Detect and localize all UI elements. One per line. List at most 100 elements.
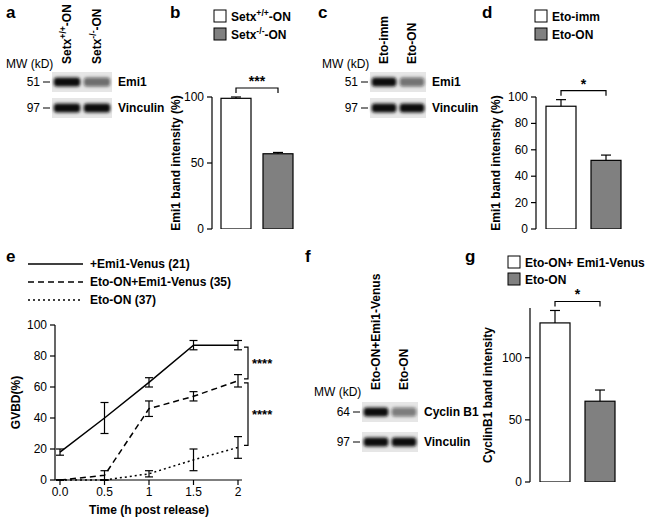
bar bbox=[585, 401, 615, 482]
mw-value: 51 bbox=[27, 75, 41, 89]
significance-bracket bbox=[244, 347, 248, 379]
blot-background bbox=[362, 402, 418, 422]
error-cap bbox=[190, 391, 198, 392]
lane-label: Eto-imm bbox=[377, 16, 391, 64]
y-tick bbox=[50, 355, 55, 356]
error-bar bbox=[145, 401, 153, 417]
y-tick bbox=[525, 481, 530, 482]
band bbox=[392, 408, 417, 417]
y-tick bbox=[531, 149, 536, 150]
significance-label: **** bbox=[252, 407, 273, 422]
error-cap bbox=[145, 470, 153, 471]
y-tick-label: 60 bbox=[34, 380, 48, 394]
series-line bbox=[60, 447, 238, 480]
blot-background bbox=[52, 72, 112, 92]
band bbox=[400, 104, 425, 113]
error-bar bbox=[273, 152, 283, 153]
legend-swatch bbox=[508, 256, 520, 268]
blot-background bbox=[362, 432, 418, 452]
text-sup: +/+ bbox=[256, 8, 268, 18]
mw-value: 97 bbox=[337, 435, 351, 449]
figure: aMW (kD)Setx+/+-ONSetx-/--ON51Emi197Vinc… bbox=[0, 0, 650, 522]
error-line bbox=[59, 449, 60, 455]
error-cap bbox=[101, 433, 109, 434]
error-line bbox=[237, 437, 238, 459]
error-cap bbox=[234, 436, 242, 437]
error-cap bbox=[56, 479, 64, 480]
error-line bbox=[560, 100, 561, 107]
lane-label: Eto-ON+Emi1-Venus bbox=[369, 273, 383, 390]
text-part: -ON bbox=[269, 10, 291, 24]
error-cap bbox=[190, 470, 198, 471]
error-line bbox=[148, 378, 149, 387]
lane-label: Setx+/+-ON bbox=[58, 4, 74, 64]
y-tick-label: 40 bbox=[515, 169, 529, 183]
bar bbox=[263, 154, 293, 229]
error-cap bbox=[101, 479, 109, 480]
significance-bracket bbox=[244, 383, 248, 446]
y-tick-label: 40 bbox=[34, 411, 48, 425]
y-tick-label: 0 bbox=[40, 473, 47, 487]
legend-swatch bbox=[535, 28, 547, 40]
y-tick-label: 50 bbox=[191, 156, 205, 170]
mw-label: MW (kD) bbox=[6, 57, 53, 71]
x-tick-label: 0.0 bbox=[52, 485, 69, 499]
legend-swatch bbox=[508, 273, 520, 285]
text-part: -ON bbox=[265, 28, 287, 42]
panel-letter: g bbox=[465, 247, 475, 266]
mw-tick bbox=[353, 442, 360, 443]
error-bar bbox=[101, 480, 109, 481]
error-cap bbox=[145, 476, 153, 477]
bar bbox=[591, 160, 621, 229]
y-tick-label: 0 bbox=[515, 475, 522, 489]
error-cap bbox=[101, 479, 109, 480]
error-line bbox=[104, 471, 105, 480]
error-bar bbox=[595, 390, 605, 401]
y-tick bbox=[531, 176, 536, 177]
y-tick-label: 100 bbox=[184, 90, 204, 104]
mw-tick bbox=[361, 108, 368, 109]
error-cap bbox=[56, 479, 64, 480]
y-axis bbox=[529, 308, 530, 482]
band bbox=[392, 438, 417, 447]
row-label: Cyclin B1 bbox=[424, 405, 479, 419]
error-cap bbox=[56, 455, 64, 456]
y-tick bbox=[207, 96, 212, 97]
band bbox=[364, 438, 389, 447]
error-cap bbox=[231, 96, 241, 97]
x-tick-label: 1 bbox=[146, 485, 153, 499]
y-tick-label: 80 bbox=[34, 349, 48, 363]
mw-value: 51 bbox=[345, 75, 359, 89]
mw-tick bbox=[43, 82, 50, 83]
legend-line bbox=[28, 263, 83, 265]
error-line bbox=[554, 310, 555, 322]
band bbox=[84, 104, 110, 113]
y-axis-label: GVBD(%) bbox=[9, 376, 23, 429]
error-cap bbox=[145, 400, 153, 401]
y-tick-label: 20 bbox=[34, 442, 48, 456]
error-cap bbox=[56, 479, 64, 480]
legend-label: Eto-imm bbox=[552, 10, 600, 24]
series-line bbox=[60, 381, 238, 480]
error-cap bbox=[101, 470, 109, 471]
y-tick-label: 50 bbox=[509, 413, 523, 427]
error-bar bbox=[234, 375, 242, 387]
significance-label: **** bbox=[252, 356, 273, 371]
error-cap bbox=[556, 99, 566, 100]
y-tick-label: 60 bbox=[515, 143, 529, 157]
blot-background bbox=[370, 98, 426, 118]
y-tick bbox=[207, 162, 212, 163]
band bbox=[372, 104, 397, 113]
mw-label: MW (kD) bbox=[322, 57, 369, 71]
error-cap bbox=[101, 479, 109, 480]
lane-label: Eto-ON bbox=[405, 23, 419, 64]
error-bar bbox=[556, 100, 566, 107]
error-line bbox=[148, 401, 149, 417]
legend-swatch bbox=[214, 10, 226, 22]
error-bar bbox=[56, 449, 64, 455]
bar bbox=[540, 323, 570, 482]
x-tick-label: 1.5 bbox=[185, 485, 202, 499]
error-cap bbox=[101, 402, 109, 403]
row-label: Emi1 bbox=[432, 75, 461, 89]
error-bar bbox=[234, 437, 242, 459]
